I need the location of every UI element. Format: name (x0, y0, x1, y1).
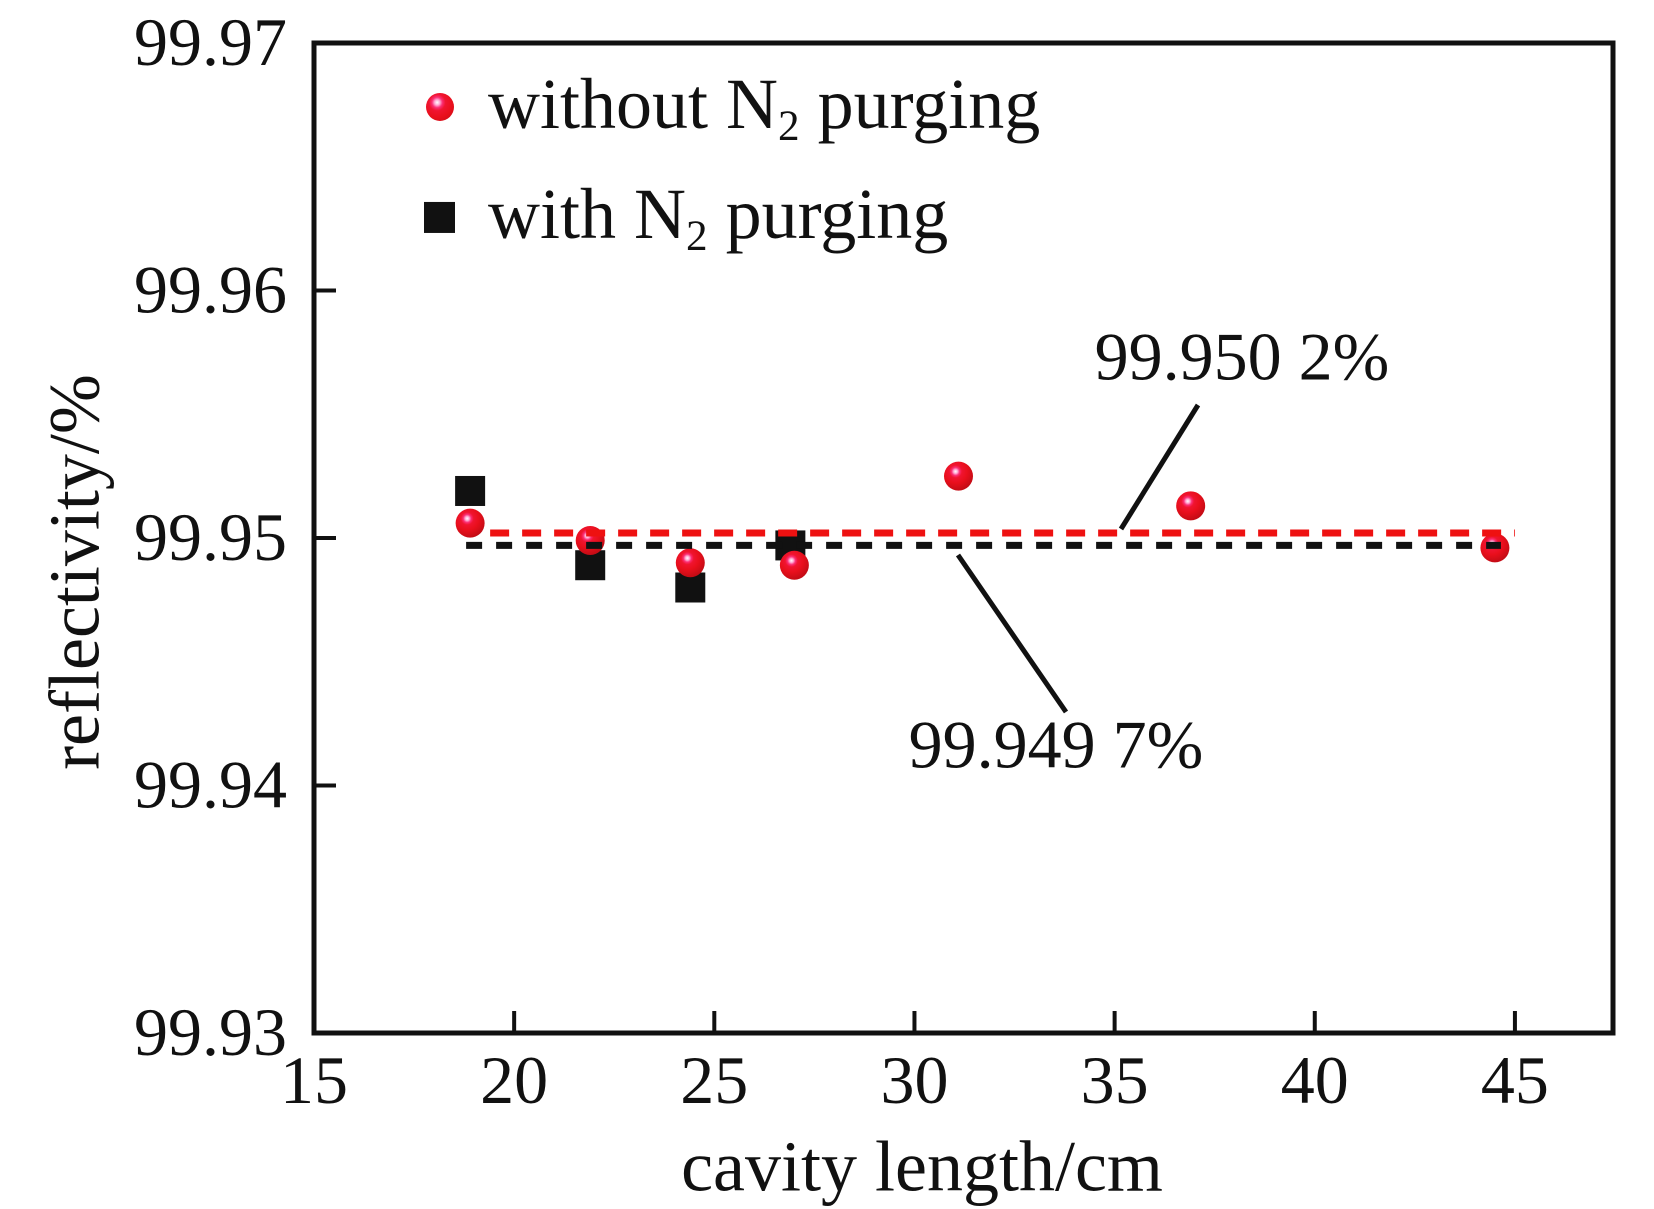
scatter-point-circle (1176, 491, 1206, 521)
legend-item-with-n2: with N2 purging (413, 173, 948, 261)
plot-box (311, 40, 1616, 1036)
x-tick-label: 25 (680, 1042, 748, 1118)
x-tick-label: 15 (280, 1042, 348, 1118)
y-tick-label: 99.93 (134, 994, 287, 1070)
legend-label-text: purging (799, 63, 1041, 144)
x-tick-label: 20 (480, 1042, 548, 1118)
y-tick-label: 99.95 (134, 499, 287, 575)
legend-label-text: without N (488, 63, 779, 144)
annotation-leader-line (955, 553, 1069, 714)
legend-marker-slot (413, 201, 466, 233)
legend-label-subscript: 2 (686, 213, 708, 261)
legend-label-with-n2: with N2 purging (488, 173, 948, 261)
legend-label-text: purging (707, 173, 949, 254)
scatter-point-circle (779, 550, 809, 580)
scatter-point-square (455, 475, 486, 506)
y-tick-label: 99.97 (134, 4, 287, 80)
y-tick-label: 99.96 (134, 252, 287, 328)
scatter-point-circle (675, 548, 705, 578)
x-tick-label: 30 (880, 1042, 948, 1118)
x-tick-label: 40 (1281, 1042, 1349, 1118)
y-tick-label: 99.94 (134, 747, 287, 823)
annotation-leader-line (1118, 403, 1201, 531)
red-circle-marker-icon (425, 93, 454, 121)
y-axis-title: reflectivity/% (34, 374, 115, 770)
scatter-point-square (575, 550, 606, 581)
x-tick-label: 35 (1081, 1042, 1149, 1118)
legend-label-subscript: 2 (778, 103, 800, 151)
x-axis-title: cavity length/cm (681, 1126, 1163, 1207)
mean-value-annotation-black: 99.949 7% (908, 706, 1204, 783)
scatter-point-square (675, 572, 706, 603)
legend-marker-slot (413, 93, 466, 121)
scatter-point-circle (455, 508, 485, 538)
legend-item-without-n2: without N2 purging (413, 63, 1040, 151)
black-square-marker-icon (424, 201, 455, 233)
scatter-point-circle (943, 461, 973, 491)
x-tick-label: 45 (1481, 1042, 1549, 1118)
legend-label-text: with N (488, 173, 686, 254)
mean-value-annotation-red: 99.950 2% (1094, 318, 1390, 395)
legend-label-without-n2: without N2 purging (488, 63, 1040, 151)
